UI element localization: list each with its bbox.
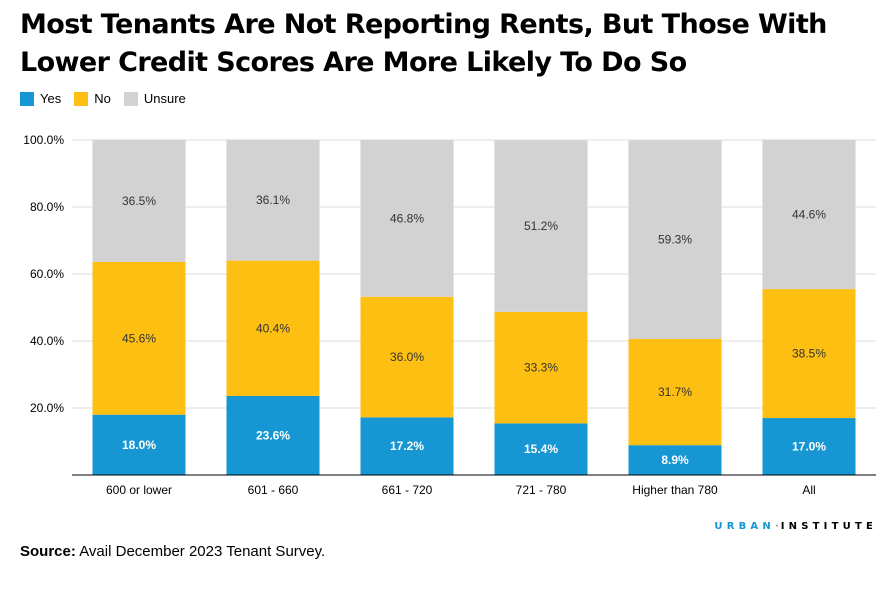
legend-swatch-unsure [123, 91, 138, 106]
legend-label-unsure: Unsure [143, 91, 186, 106]
bar-segment-unsure [226, 139, 320, 261]
bar-segment-yes [226, 395, 320, 475]
bar-segment-no [628, 338, 722, 446]
data-label-unsure: 59.3% [658, 233, 692, 247]
legend-swatch-no [74, 91, 89, 106]
bar-segment-unsure [762, 139, 856, 290]
bar-segment-unsure [92, 139, 186, 262]
x-tick-label: All [802, 483, 815, 497]
data-label-no: 40.4% [256, 321, 290, 335]
data-label-no: 36.0% [390, 350, 424, 364]
x-tick-label: Higher than 780 [632, 483, 718, 497]
bar-segment-no [92, 261, 186, 415]
data-label-unsure: 51.2% [524, 219, 558, 233]
data-label-unsure: 46.8% [390, 211, 424, 225]
legend-item-no: No [74, 90, 111, 107]
data-label-unsure: 44.6% [792, 207, 826, 221]
bar-segment-yes [360, 417, 454, 475]
legend-swatch-yes [20, 91, 34, 106]
x-tick-label: 601 - 660 [248, 483, 299, 497]
data-label-yes: 17.2% [390, 439, 424, 453]
bar-segment-no [360, 296, 454, 418]
legend-item-yes: Yes [20, 90, 61, 107]
legend-label-yes: Yes [40, 91, 62, 106]
bar-segment-no [762, 289, 856, 419]
data-label-yes: 15.4% [524, 442, 558, 456]
data-label-no: 45.6% [122, 331, 156, 345]
source-note: Source: Avail December 2023 Tenant Surve… [20, 543, 325, 560]
urban-institute-logo: URBAN·INSTITUTE [714, 521, 877, 532]
bar-segment-no [226, 260, 320, 396]
data-label-yes: 18.0% [122, 438, 156, 452]
data-label-yes: 23.6% [256, 428, 290, 442]
bar-segment-yes [494, 423, 588, 475]
source-text: Avail December 2023 Tenant Survey. [75, 543, 326, 560]
bar-segment-yes [92, 414, 186, 475]
data-label-no: 33.3% [524, 361, 558, 375]
bar-segment-unsure [628, 140, 722, 339]
x-tick-label: 661 - 720 [382, 483, 433, 497]
bar-segment-no [494, 311, 588, 424]
source-label: Source: [20, 543, 76, 560]
y-tick-label: 80.0% [30, 200, 64, 214]
data-label-unsure: 36.1% [256, 193, 290, 207]
x-tick-label: 721 - 780 [516, 483, 567, 497]
bar-segment-unsure [494, 140, 588, 312]
data-label-yes: 17.0% [792, 440, 826, 454]
data-label-yes: 8.9% [661, 453, 689, 467]
y-tick-label: 40.0% [30, 334, 64, 348]
chart-title: Most Tenants Are Not Reporting Rents, Bu… [20, 6, 880, 82]
data-label-no: 31.7% [658, 385, 692, 399]
y-tick-label: 20.0% [30, 401, 64, 415]
x-tick-label: 600 or lower [106, 483, 172, 497]
y-tick-label: 60.0% [30, 267, 64, 281]
data-label-unsure: 36.5% [122, 194, 156, 208]
chart-title-line-2: Lower Credit Scores Are More Likely To D… [20, 47, 687, 78]
legend: Yes No Unsure [20, 90, 186, 107]
bar-segment-yes [628, 445, 722, 475]
bar-segment-unsure [360, 140, 454, 297]
legend-label-no: No [94, 91, 111, 106]
bar-segment-yes [762, 418, 856, 475]
chart-title-line-1: Most Tenants Are Not Reporting Rents, Bu… [20, 9, 827, 40]
y-tick-label: 100.0% [23, 133, 64, 147]
legend-item-unsure: Unsure [123, 90, 186, 107]
data-label-no: 38.5% [792, 347, 826, 361]
